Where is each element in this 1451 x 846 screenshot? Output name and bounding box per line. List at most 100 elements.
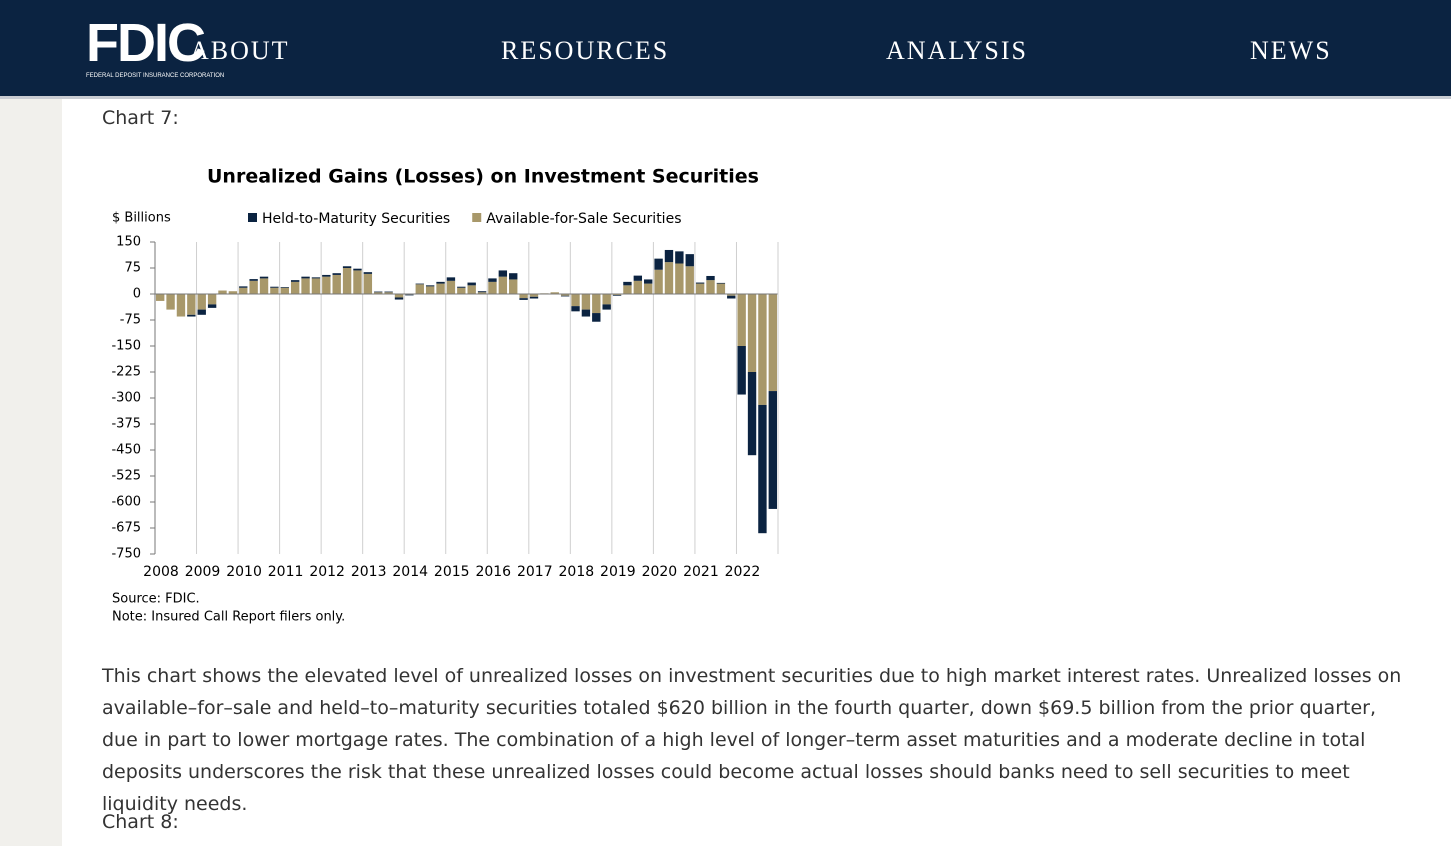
bar-segment — [695, 283, 705, 294]
bar-segment — [249, 279, 258, 281]
bar-segment — [644, 283, 653, 294]
y-tick-label: 150 — [116, 235, 141, 250]
x-tick-label: 2018 — [559, 564, 595, 580]
x-tick-label: 2012 — [309, 564, 345, 580]
bar-segment — [259, 278, 269, 294]
bar-segment — [446, 280, 456, 294]
paragraph: This chart shows the elevated level of u… — [102, 665, 1402, 815]
bar-segment — [342, 266, 352, 268]
bar-segment — [415, 283, 424, 285]
bar-segment — [644, 279, 653, 284]
bar-segment — [498, 276, 508, 294]
bar-segment — [467, 282, 476, 286]
bar-segment — [166, 294, 175, 310]
y-tick-label: -450 — [111, 443, 141, 458]
bar-segment — [467, 285, 476, 294]
bar-segment — [509, 273, 518, 280]
bar-segment — [280, 287, 289, 288]
bar-segment — [290, 281, 300, 294]
bar-segment — [301, 276, 310, 279]
bar-segment — [550, 292, 559, 294]
bar-segment — [405, 294, 414, 296]
x-tick-label: 2019 — [600, 564, 636, 580]
bar-segment — [768, 391, 777, 509]
bar-segment — [612, 294, 622, 296]
legend-swatch — [472, 213, 482, 222]
x-tick-label: 2010 — [226, 564, 262, 580]
bar-segment — [384, 292, 393, 294]
legend-swatch — [248, 213, 257, 222]
bar-segment — [384, 291, 393, 293]
bar-segment — [664, 249, 674, 263]
bar-segment — [695, 282, 705, 284]
bar-segment — [488, 278, 497, 282]
bar-segment — [581, 309, 591, 317]
bar-segment — [415, 284, 424, 294]
y-tick-label: -750 — [111, 547, 141, 562]
nav-bar: FDIC FEDERAL DEPOSIT INSURANCE CORPORATI… — [0, 0, 1451, 99]
note: Note: Insured Call Report filers only. — [112, 610, 345, 625]
bar-segment — [187, 314, 196, 317]
bar-segment — [436, 281, 445, 284]
y-tick-label: -375 — [111, 417, 141, 432]
nav-item[interactable]: ANALYSIS — [886, 36, 1028, 65]
x-tick-label: 2015 — [434, 564, 470, 580]
x-tick-label: 2008 — [143, 564, 179, 580]
bar-segment — [654, 258, 663, 270]
bar-segment — [374, 292, 383, 294]
bar-segment — [197, 294, 206, 310]
logo-subtitle: FEDERAL DEPOSIT INSURANCE CORPORATION — [86, 73, 225, 79]
y-tick-label: -675 — [111, 521, 141, 536]
bar-segment — [363, 272, 373, 274]
bar-segment — [560, 294, 570, 296]
legend-label: Held-to-Maturity Securities — [262, 211, 450, 227]
bar-segment — [685, 266, 694, 294]
bar-segment — [654, 269, 663, 294]
bar-segment — [207, 304, 217, 308]
x-tick-label: 2009 — [185, 564, 221, 580]
bar-segment — [280, 287, 289, 294]
bar-segment — [560, 295, 570, 297]
x-tick-label: 2020 — [642, 564, 678, 580]
y-tick-label: -300 — [111, 391, 141, 406]
bar-segment — [758, 294, 767, 405]
nav-item[interactable]: ABOUT — [190, 36, 290, 65]
bar-segment — [592, 294, 601, 314]
source: Source: FDIC. — [112, 592, 200, 607]
bar-segment — [747, 372, 757, 456]
bar-segment — [581, 294, 591, 310]
bar-segment — [592, 313, 601, 322]
bar-segment — [322, 276, 331, 294]
nav-item[interactable]: NEWS — [1250, 36, 1332, 65]
y-tick-label: -525 — [111, 469, 141, 484]
bar-segment — [342, 268, 352, 294]
bar-segment — [571, 294, 580, 307]
nav-item[interactable]: RESOURCES — [501, 36, 670, 65]
bar-segment — [675, 251, 684, 264]
bar-segment — [529, 294, 539, 297]
bar-segment — [716, 282, 726, 284]
bar-segment — [706, 280, 715, 294]
y-tick-label: -150 — [111, 339, 141, 354]
bar-segment — [758, 404, 767, 534]
bar-segment — [270, 286, 279, 288]
bar-segment — [623, 281, 632, 286]
bar-segment — [218, 290, 227, 294]
sidebar — [0, 99, 62, 846]
bar-segment — [602, 294, 611, 305]
bar-segment — [737, 346, 746, 395]
x-tick-label: 2022 — [725, 564, 761, 580]
chart-label: Chart 8: — [102, 811, 179, 833]
bar-segment — [664, 262, 674, 294]
bar-segment — [633, 280, 643, 294]
y-tick-label: -75 — [120, 313, 141, 328]
bar-segment — [290, 280, 300, 282]
legend-label: Available-for-Sale Securities — [486, 211, 681, 227]
logo[interactable]: FDIC — [86, 13, 206, 73]
bar-segment — [623, 285, 632, 294]
bar-segment — [239, 287, 248, 294]
y-tick-label: 75 — [124, 261, 141, 276]
bar-segment — [716, 283, 726, 294]
bar-segment — [602, 304, 611, 310]
